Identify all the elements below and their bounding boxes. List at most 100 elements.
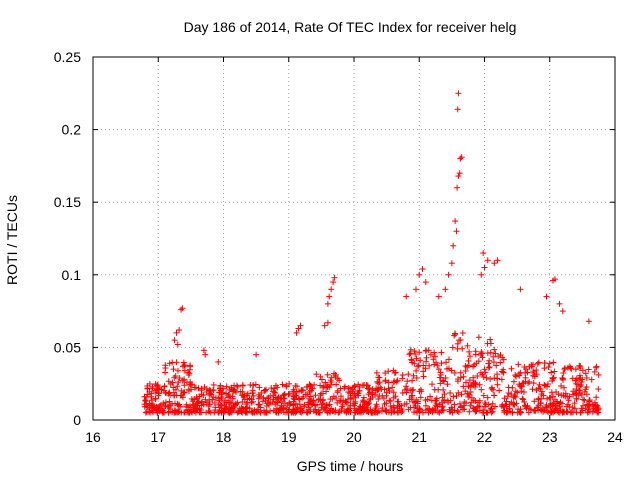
data-point bbox=[592, 401, 599, 408]
data-point bbox=[142, 409, 149, 416]
data-point bbox=[435, 293, 442, 300]
data-point bbox=[293, 329, 300, 336]
data-point bbox=[281, 400, 288, 407]
data-point bbox=[444, 381, 451, 388]
data-point bbox=[544, 407, 551, 414]
grid-lines bbox=[93, 57, 615, 420]
data-point bbox=[413, 355, 420, 362]
data-point bbox=[188, 386, 195, 393]
data-point bbox=[548, 369, 555, 376]
data-point bbox=[174, 341, 181, 348]
data-point bbox=[427, 351, 434, 358]
data-point bbox=[229, 406, 236, 413]
data-point bbox=[189, 398, 196, 405]
x-tick-label: 20 bbox=[346, 429, 362, 445]
x-tick-label: 19 bbox=[281, 429, 297, 445]
data-point bbox=[506, 405, 513, 412]
data-point bbox=[286, 380, 293, 387]
data-point bbox=[510, 378, 517, 385]
data-point bbox=[420, 373, 427, 380]
data-point bbox=[352, 392, 359, 399]
data-point bbox=[593, 394, 600, 401]
data-point bbox=[257, 409, 264, 416]
data-point bbox=[484, 409, 491, 416]
data-point bbox=[230, 407, 237, 414]
data-point bbox=[149, 385, 156, 392]
data-point bbox=[457, 369, 464, 376]
data-point bbox=[146, 380, 153, 387]
data-point bbox=[300, 387, 307, 394]
data-point bbox=[426, 362, 433, 369]
data-point bbox=[264, 400, 271, 407]
data-point bbox=[185, 369, 192, 376]
data-point bbox=[283, 382, 290, 389]
data-point bbox=[440, 407, 447, 414]
data-point bbox=[434, 362, 441, 369]
data-point bbox=[295, 395, 302, 402]
data-point bbox=[482, 401, 489, 408]
data-point bbox=[304, 409, 311, 416]
data-point bbox=[345, 389, 352, 396]
data-point bbox=[179, 377, 186, 384]
data-point bbox=[375, 380, 382, 387]
data-point bbox=[486, 357, 493, 364]
data-point bbox=[550, 374, 557, 381]
x-tick-label: 18 bbox=[216, 429, 232, 445]
data-point bbox=[464, 342, 471, 349]
data-point bbox=[465, 357, 472, 364]
data-point bbox=[491, 346, 498, 353]
data-point bbox=[301, 401, 308, 408]
data-point bbox=[350, 384, 357, 391]
data-point bbox=[290, 409, 297, 416]
data-point bbox=[510, 400, 517, 407]
data-point bbox=[403, 400, 410, 407]
data-point bbox=[268, 385, 275, 392]
data-point bbox=[484, 394, 491, 401]
data-point bbox=[267, 398, 274, 405]
data-point bbox=[223, 383, 230, 390]
data-point bbox=[490, 359, 497, 366]
data-point bbox=[585, 366, 592, 373]
data-point bbox=[218, 391, 225, 398]
data-point bbox=[346, 385, 353, 392]
data-point bbox=[535, 402, 542, 409]
data-point bbox=[322, 379, 329, 386]
data-point bbox=[290, 395, 297, 402]
data-point bbox=[259, 398, 266, 405]
data-point bbox=[274, 399, 281, 406]
data-point bbox=[272, 382, 279, 389]
data-point bbox=[240, 405, 247, 412]
data-point bbox=[375, 396, 382, 403]
data-point bbox=[176, 375, 183, 382]
data-point bbox=[390, 404, 397, 411]
data-point bbox=[557, 407, 564, 414]
data-point bbox=[496, 387, 503, 394]
data-point bbox=[487, 375, 494, 382]
data-point bbox=[187, 362, 194, 369]
x-tick-label: 23 bbox=[542, 429, 558, 445]
data-point bbox=[556, 300, 563, 307]
data-point bbox=[256, 384, 263, 391]
data-point bbox=[589, 408, 596, 415]
y-tick-label: 0.2 bbox=[62, 122, 82, 138]
data-point bbox=[580, 396, 587, 403]
data-point bbox=[180, 359, 187, 366]
data-point bbox=[216, 404, 223, 411]
data-point bbox=[272, 409, 279, 416]
data-point bbox=[366, 384, 373, 391]
data-point bbox=[215, 358, 222, 365]
data-point bbox=[484, 257, 491, 264]
data-point bbox=[407, 350, 414, 357]
data-point bbox=[577, 383, 584, 390]
data-point bbox=[474, 404, 481, 411]
data-point bbox=[535, 359, 542, 366]
data-point bbox=[445, 356, 452, 363]
data-point bbox=[409, 359, 416, 366]
data-point bbox=[336, 398, 343, 405]
data-point bbox=[186, 381, 193, 388]
data-point bbox=[455, 173, 462, 180]
data-point bbox=[577, 409, 584, 416]
data-point bbox=[480, 392, 487, 399]
data-point bbox=[250, 392, 257, 399]
data-point bbox=[275, 409, 282, 416]
